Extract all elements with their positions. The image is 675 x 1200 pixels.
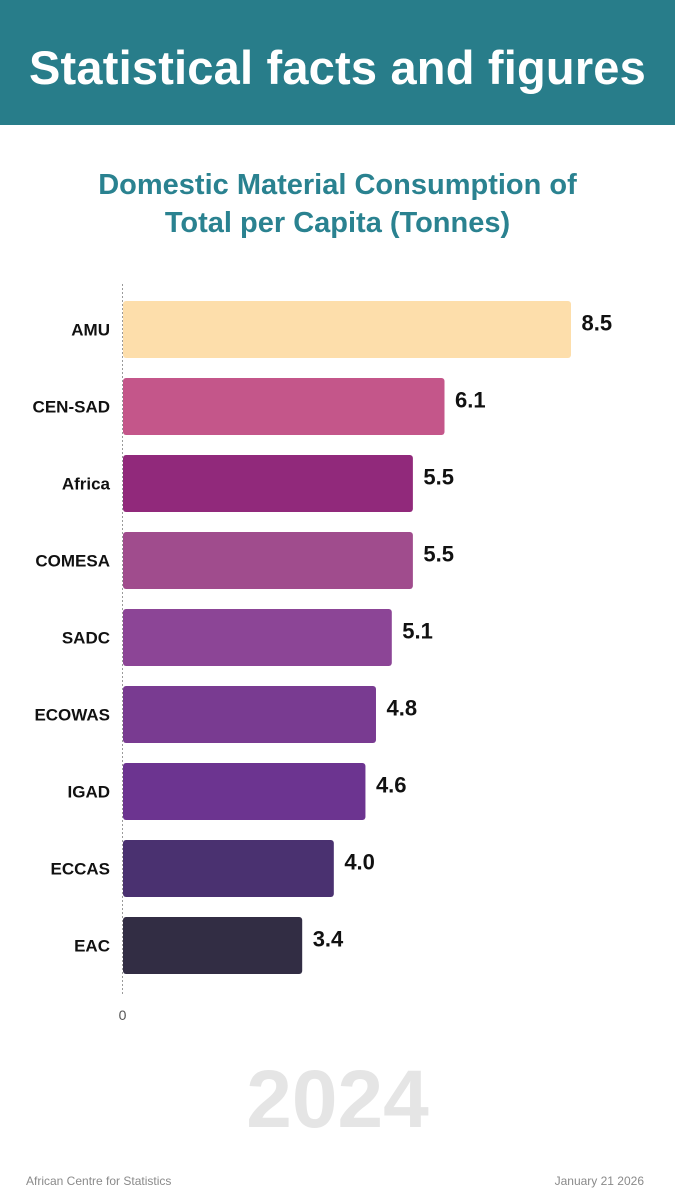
category-label: COMESA <box>35 552 110 571</box>
value-label: 4.0 <box>344 850 375 875</box>
bar <box>123 763 366 820</box>
bar <box>123 301 571 358</box>
value-label: 4.6 <box>376 773 407 798</box>
x-tick-label: 0 <box>119 1007 127 1023</box>
value-label: 8.5 <box>582 311 613 336</box>
value-label: 3.4 <box>313 927 344 952</box>
chart-title-line-2: Total per Capita (Tonnes) <box>164 207 511 239</box>
category-label: EAC <box>74 937 110 956</box>
page-title: Statistical facts and figures <box>29 41 646 94</box>
category-label: Africa <box>62 475 111 494</box>
publish-date: January 21 2026 <box>554 1174 644 1188</box>
value-label: 4.8 <box>386 696 417 721</box>
year-watermark: 2024 <box>246 1054 429 1145</box>
chart-title: Domestic Material Consumption of Total p… <box>0 166 675 242</box>
category-label: SADC <box>62 629 110 648</box>
category-label: AMU <box>71 321 110 340</box>
chart-title-line-1: Domestic Material Consumption of <box>98 169 577 201</box>
category-label: IGAD <box>68 783 111 802</box>
bar <box>123 532 413 589</box>
value-label: 5.5 <box>423 542 454 567</box>
value-label: 6.1 <box>455 388 486 413</box>
bar <box>123 609 392 666</box>
bar <box>123 917 303 974</box>
bar <box>123 378 445 435</box>
bar-chart: AMU 8.5 CEN-SAD 6.1 Africa 5.5 COMESA 5.5 SADC 5.… <box>33 284 613 1023</box>
value-label: 5.5 <box>423 465 454 490</box>
source-credit: African Centre for Statistics <box>26 1174 172 1188</box>
category-label: CEN-SAD <box>33 398 110 417</box>
category-label: ECOWAS <box>34 706 110 725</box>
value-label: 5.1 <box>402 619 433 644</box>
bar <box>123 455 413 512</box>
bar <box>123 686 376 743</box>
bar <box>123 840 334 897</box>
category-label: ECCAS <box>50 860 110 879</box>
header-banner: Statistical facts and figures <box>0 0 675 125</box>
